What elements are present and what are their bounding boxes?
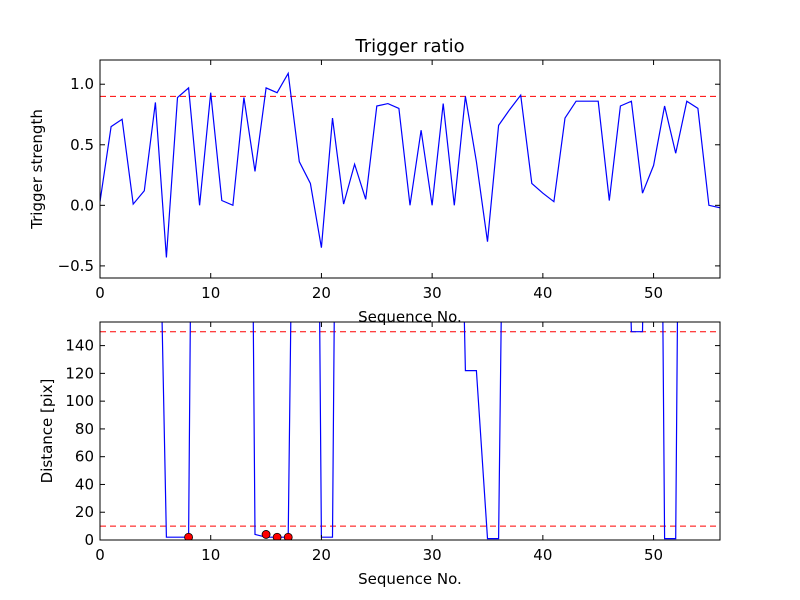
x-tick-label: 40 <box>533 546 552 564</box>
series-line-segment <box>630 322 644 333</box>
y-tick-label: 0 <box>84 531 94 549</box>
clipped-area <box>100 71 720 258</box>
y-axis-label: Distance [pix] <box>38 379 56 484</box>
y-tick-label: 0.0 <box>70 196 94 214</box>
y-axis-ticks: −0.5 0.0 0.5 1.0 <box>58 75 720 275</box>
data-point-marker <box>184 532 193 540</box>
x-tick-label: 0 <box>95 546 105 564</box>
y-tick-label: 100 <box>65 392 94 410</box>
x-tick-label: 20 <box>312 284 331 302</box>
y-tick-label: 120 <box>65 364 94 382</box>
y-tick-label: 80 <box>75 420 94 438</box>
x-tick-label: 10 <box>201 284 220 302</box>
x-tick-label: 30 <box>423 546 442 564</box>
series-line-segment <box>463 322 502 540</box>
series-line-segment <box>319 322 335 538</box>
series-line-segment <box>662 322 679 540</box>
x-tick-label: 50 <box>644 546 663 564</box>
plot-content <box>100 322 720 540</box>
x-axis-ticks: 0 10 20 30 40 50 <box>95 322 663 564</box>
y-tick-label: 140 <box>65 337 94 355</box>
clipped-area <box>100 322 720 540</box>
y-tick-label: 0.5 <box>70 136 94 154</box>
y-tick-label: 1.0 <box>70 75 94 93</box>
series-line-segment <box>161 322 191 538</box>
plot-content <box>100 71 720 258</box>
data-point-marker <box>283 532 293 540</box>
x-tick-label: 20 <box>312 546 331 564</box>
plot-frame <box>99 59 721 279</box>
plot-frame <box>99 321 721 541</box>
y-tick-label: 40 <box>75 475 94 493</box>
x-tick-label: 30 <box>423 284 442 302</box>
y-tick-label: 60 <box>75 448 94 466</box>
series-line <box>100 71 720 258</box>
y-axis-ticks: 0 20 40 60 80 100 120 140 <box>65 337 720 549</box>
y-axis-label: Trigger strength <box>28 109 46 230</box>
x-axis-ticks: 0 10 20 30 40 50 <box>95 60 663 302</box>
data-point-marker <box>261 530 271 539</box>
x-tick-label: 50 <box>644 284 663 302</box>
x-tick-label: 0 <box>95 284 105 302</box>
x-tick-label: 10 <box>201 546 220 564</box>
y-tick-label: 20 <box>75 503 94 521</box>
y-tick-label: −0.5 <box>58 257 94 275</box>
x-axis-label: Sequence No. <box>358 570 462 588</box>
distance-chart: 0 10 20 30 40 50 0 20 40 60 80 100 120 140 Sequence … <box>38 321 721 588</box>
x-tick-label: 40 <box>533 284 552 302</box>
x-axis-label: Sequence No. <box>358 308 462 326</box>
data-point-marker <box>272 532 282 540</box>
chart-title: Trigger ratio <box>354 36 464 57</box>
